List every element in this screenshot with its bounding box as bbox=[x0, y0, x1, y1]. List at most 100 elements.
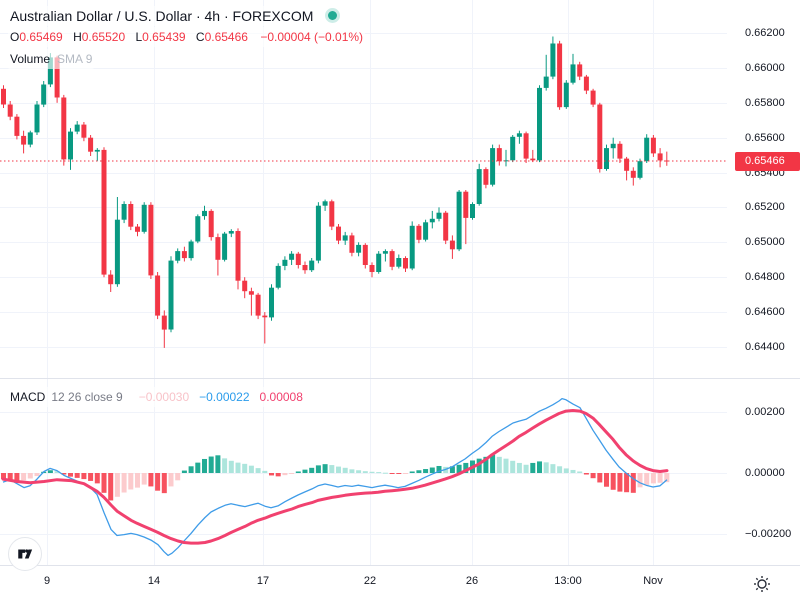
candle-body bbox=[7, 104, 13, 117]
candle-body bbox=[155, 275, 161, 316]
macd-histogram-bar bbox=[7, 473, 13, 481]
volume-legend[interactable]: Volume SMA 9 bbox=[8, 49, 95, 69]
price-tick-label: 0.64600 bbox=[745, 306, 785, 319]
macd-histogram-bar bbox=[108, 473, 114, 501]
macd-histogram-bar bbox=[650, 473, 656, 484]
macd-histogram-bar bbox=[255, 468, 261, 473]
macd-histogram-bar bbox=[604, 473, 609, 487]
macd-histogram-bar bbox=[155, 473, 161, 491]
time-axis[interactable]: 9 14 17 22 26 13:00 Nov bbox=[0, 565, 800, 600]
macd-histogram-bar bbox=[342, 467, 348, 473]
price-axis[interactable]: 0.66200 0.66000 0.65800 0.65600 0.65400 0.652… bbox=[727, 0, 800, 565]
candle-body bbox=[222, 233, 228, 260]
macd-histogram-bar bbox=[228, 460, 234, 473]
candle-body bbox=[215, 237, 221, 260]
candles-layer bbox=[1, 36, 670, 348]
high-value: H0.65520 bbox=[73, 30, 126, 44]
exchange-label[interactable]: FOREXCOM bbox=[232, 8, 314, 24]
time-tick-label: 14 bbox=[147, 575, 161, 587]
macd-histogram-bar bbox=[21, 473, 27, 481]
volume-label[interactable]: Volume bbox=[10, 52, 51, 66]
macd-histogram-bar bbox=[483, 456, 489, 473]
macd-histogram-bar bbox=[476, 458, 482, 473]
macd-line-value: −0.00022 bbox=[199, 390, 250, 404]
macd-histogram-bar bbox=[590, 473, 596, 479]
candle-body bbox=[597, 104, 603, 169]
candle-body bbox=[47, 57, 53, 85]
candle-body bbox=[262, 315, 268, 318]
candle-body bbox=[275, 265, 281, 288]
macd-histogram-bar bbox=[94, 473, 100, 484]
candle-body bbox=[349, 235, 355, 253]
candle-body bbox=[322, 201, 328, 206]
macd-histogram-bar bbox=[275, 473, 281, 477]
macd-histogram-bar bbox=[282, 473, 288, 476]
candle-body bbox=[202, 210, 207, 217]
candle-body bbox=[88, 137, 94, 152]
market-status-dot[interactable] bbox=[328, 11, 338, 20]
macd-histogram-bar bbox=[630, 473, 636, 493]
candle-body bbox=[369, 265, 375, 272]
candle-body bbox=[483, 169, 489, 185]
tradingview-logo[interactable] bbox=[8, 537, 42, 571]
candle-body bbox=[657, 153, 663, 161]
macd-histogram-bar bbox=[382, 472, 388, 474]
macd-histogram-bar bbox=[369, 471, 375, 473]
macd-histogram-bar bbox=[644, 473, 650, 485]
macd-histogram-bar bbox=[429, 467, 435, 473]
symbol-legend[interactable]: Australian Dollar / U.S. Dollar · 4h · F… bbox=[8, 6, 338, 26]
candle-body bbox=[362, 244, 368, 265]
candle-body bbox=[423, 222, 429, 240]
candle-body bbox=[496, 148, 502, 162]
candle-body bbox=[175, 251, 181, 261]
candle-body bbox=[382, 251, 388, 254]
macd-histogram-bar bbox=[637, 473, 643, 488]
macd-histogram-bar bbox=[161, 473, 167, 494]
price-tick-label: 0.65800 bbox=[745, 96, 785, 109]
time-tick-label: 13:00 bbox=[554, 575, 582, 587]
candle-body bbox=[463, 191, 469, 218]
candle-body bbox=[161, 315, 167, 330]
candle-body bbox=[336, 226, 341, 241]
macd-histogram-bar bbox=[563, 468, 569, 473]
macd-legend[interactable]: MACD 12 26 close 9 −0.00030 −0.00022 0.00008 bbox=[8, 387, 305, 407]
macd-histogram-bar bbox=[557, 466, 563, 473]
candle-body bbox=[436, 212, 442, 219]
interval-label[interactable]: 4h bbox=[204, 8, 221, 24]
macd-histogram-bar bbox=[456, 464, 462, 473]
macd-tick-label: 0.00200 bbox=[745, 406, 785, 418]
candle-body bbox=[195, 216, 201, 242]
candle-body bbox=[74, 124, 80, 132]
price-tick-label: 0.64400 bbox=[745, 340, 785, 353]
candle-body bbox=[101, 149, 107, 275]
macd-histogram-bar bbox=[1, 473, 6, 480]
macd-histogram-bar bbox=[315, 465, 321, 473]
candle-body bbox=[269, 287, 274, 318]
macd-histogram-bar bbox=[362, 471, 368, 473]
candle-body bbox=[577, 64, 583, 77]
candle-body bbox=[128, 204, 134, 227]
macd-histogram-bar bbox=[121, 473, 127, 493]
candle-body bbox=[490, 148, 496, 185]
candle-body bbox=[168, 260, 174, 330]
candle-body bbox=[94, 149, 100, 152]
macd-histogram-bar bbox=[195, 462, 201, 473]
sun-icon[interactable] bbox=[752, 574, 772, 594]
macd-histogram-bar bbox=[302, 469, 308, 473]
candle-body bbox=[81, 124, 87, 138]
macd-histogram-bar bbox=[597, 473, 603, 483]
time-tick-label: 9 bbox=[43, 575, 51, 587]
candle-body bbox=[550, 43, 556, 77]
candle-body bbox=[141, 204, 147, 232]
macd-label[interactable]: MACD bbox=[10, 390, 46, 404]
macd-histogram-bar bbox=[81, 473, 87, 480]
symbol-title[interactable]: Australian Dollar / U.S. Dollar bbox=[10, 8, 193, 24]
candle-body bbox=[208, 210, 214, 238]
candle-body bbox=[41, 84, 47, 105]
macd-histogram-bar bbox=[503, 458, 509, 473]
macd-histogram-bar bbox=[624, 473, 630, 493]
candle-body bbox=[114, 219, 120, 285]
volume-sma-label: SMA 9 bbox=[57, 52, 93, 66]
